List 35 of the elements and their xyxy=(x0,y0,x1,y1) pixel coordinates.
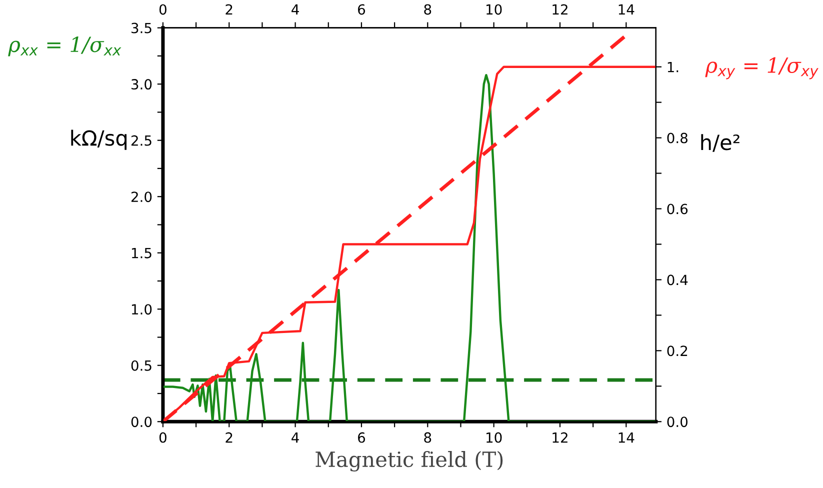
y2-tick-label: 0.0 xyxy=(667,416,688,428)
y2-tick-label: 0.2 xyxy=(667,346,688,356)
y-tick-label: 3.0 xyxy=(132,79,152,90)
x-tick-label: 0 xyxy=(159,432,166,443)
x2-tick-label: 2 xyxy=(226,4,232,15)
y-axis-title: kΩ/sq xyxy=(71,130,127,150)
x2-tick-label: 14 xyxy=(618,4,634,15)
x2-tick-label: 6 xyxy=(358,4,366,15)
y-tick-label: 0.0 xyxy=(131,416,152,428)
y-tick-label: 1.0 xyxy=(132,304,152,315)
x2-tick-label: 8 xyxy=(424,4,432,15)
x2-tick-label: 0 xyxy=(159,4,166,15)
y-tick-label: 3.5 xyxy=(132,22,152,34)
x-tick-label: 6 xyxy=(358,432,366,443)
text: ρ$_{xy}$ = 1/σ$_{xy}$ xyxy=(705,57,818,80)
x-axis-title: Magnetic field (T) xyxy=(316,451,503,472)
y2-axis-title: h/e² xyxy=(701,134,740,152)
x2-tick-label: 4 xyxy=(292,4,299,15)
y2-tick-label: 0.6 xyxy=(667,204,688,214)
x2-tick-label: 10 xyxy=(486,4,502,15)
x-tick-label: 12 xyxy=(552,432,568,443)
text: ρ$_{xx}$ = 1/σ$_{xx}$ xyxy=(8,36,122,56)
y2-tick-label: 0.8 xyxy=(667,132,688,144)
x-tick-label: 8 xyxy=(424,432,432,443)
x-tick-label: 2 xyxy=(226,432,232,443)
x-tick-label: 10 xyxy=(486,432,502,443)
y2-tick-label: 1. xyxy=(668,62,678,72)
y-tick-label: 1.5 xyxy=(132,248,152,258)
y-tick-label: 0.5 xyxy=(131,360,152,371)
x-tick-label: 14 xyxy=(618,432,634,443)
x-tick-label: 4 xyxy=(292,432,299,443)
y2-tick-label: 0.4 xyxy=(667,274,688,286)
y-tick-label: 2.5 xyxy=(131,135,152,146)
x2-tick-label: 12 xyxy=(552,4,568,15)
y-tick-label: 2.0 xyxy=(131,192,152,202)
